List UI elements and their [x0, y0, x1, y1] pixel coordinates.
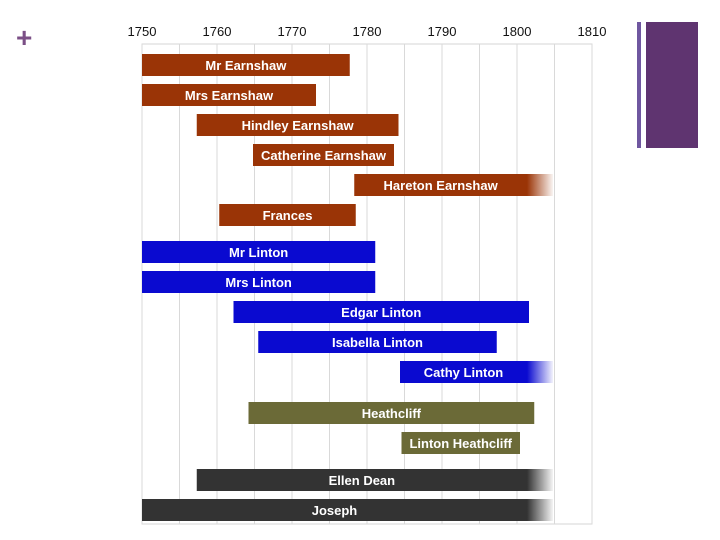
timeline-bar [258, 331, 497, 353]
timeline-bar [400, 361, 553, 383]
timeline-bar [142, 271, 376, 293]
timeline-bar [142, 241, 376, 263]
timeline-bar [401, 432, 520, 454]
x-tick-label: 1780 [353, 24, 382, 39]
bar-label: Mr Linton [229, 245, 288, 260]
x-tick-label: 1760 [203, 24, 232, 39]
x-tick-label: 1750 [128, 24, 157, 39]
timeline-bar [142, 54, 350, 76]
bar-label: Edgar Linton [341, 305, 421, 320]
x-tick-label: 1790 [428, 24, 457, 39]
x-tick-label: 1800 [503, 24, 532, 39]
timeline-bar [253, 144, 394, 166]
x-tick-label: 1770 [278, 24, 307, 39]
timeline-bar [196, 114, 399, 136]
timeline-bar [354, 174, 553, 196]
bars: Mr Earnshaw Mrs Earnshaw Hindley Earnshaw C… [142, 54, 553, 521]
bar-label: Heathcliff [362, 406, 422, 421]
bar-label: Catherine Earnshaw [261, 148, 387, 163]
timeline-bar [219, 204, 356, 226]
timeline-bar [142, 499, 553, 521]
bar-label: Mrs Linton [225, 275, 291, 290]
bar-label: Joseph [312, 503, 358, 518]
plus-mark: + [16, 22, 33, 53]
bar-label: Cathy Linton [424, 365, 503, 380]
timeline-bar [142, 84, 316, 106]
bar-label: Mrs Earnshaw [185, 88, 274, 103]
timeline-bar [248, 402, 535, 424]
bar-label: Linton Heathcliff [409, 436, 512, 451]
timeline-bar [196, 469, 553, 491]
bar-label: Ellen Dean [329, 473, 396, 488]
bar-label: Isabella Linton [332, 335, 423, 350]
accent-block [646, 22, 698, 148]
bar-label: Hindley Earnshaw [242, 118, 355, 133]
bar-label: Mr Earnshaw [205, 58, 287, 73]
bar-label: Frances [263, 208, 313, 223]
tick-labels: 1750 1760 1770 1780 1790 1800 1810 [128, 24, 607, 39]
x-tick-label: 1810 [578, 24, 607, 39]
bar-label: Hareton Earnshaw [384, 178, 499, 193]
timeline-bar [233, 301, 529, 323]
accent-line [637, 22, 641, 148]
